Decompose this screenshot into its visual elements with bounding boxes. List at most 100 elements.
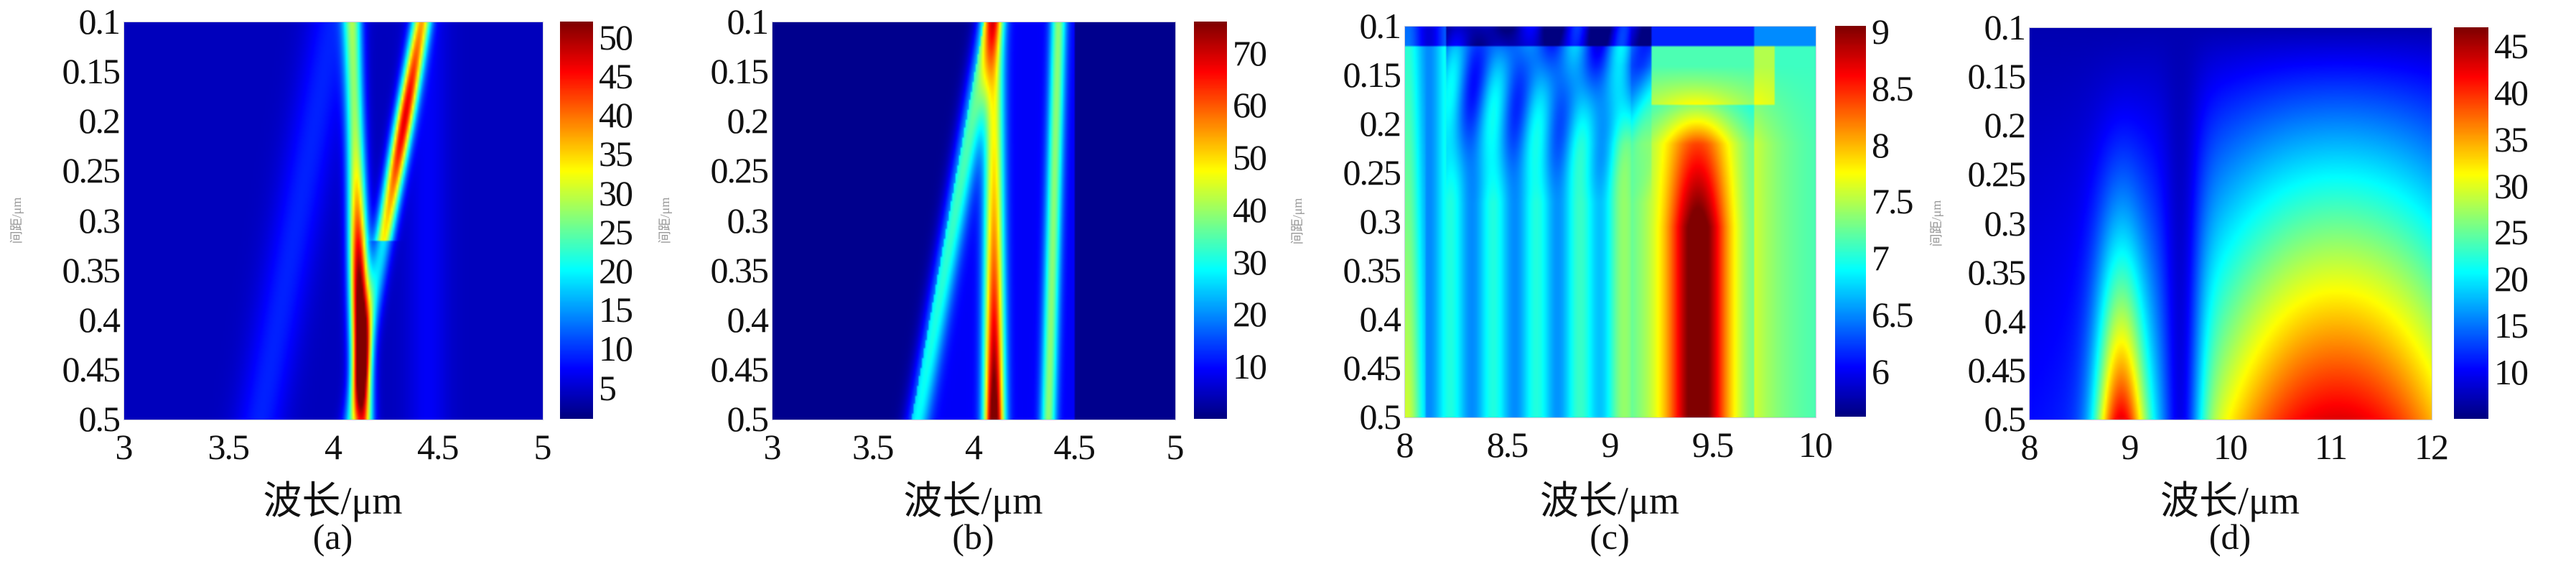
colorbar-tick-label: 7.5	[1872, 181, 1913, 222]
x-tick-label: 9	[1601, 425, 1620, 465]
colorbar-tick-label: 70	[1233, 32, 1267, 73]
y-tick-label: 0.4	[78, 299, 121, 340]
colorbar-tick-label: 50	[1233, 137, 1267, 178]
y-tick-label: 0.45	[710, 348, 769, 389]
y-tick-label: 0.2	[1359, 103, 1401, 144]
colorbar	[2454, 27, 2488, 419]
heatmap-image	[1405, 27, 1816, 417]
colorbar-tick-label: 10	[1233, 346, 1267, 387]
colorbar-tick-label: 9	[1872, 11, 1890, 52]
x-tick-label: 9	[2121, 427, 2139, 467]
x-tick-label: 3	[115, 427, 134, 467]
y-axis-label: 间距/μm	[1929, 200, 1943, 246]
x-tick-label: 11	[2314, 427, 2348, 467]
y-tick-label: 0.15	[710, 51, 769, 92]
colorbar-gradient	[2454, 27, 2488, 419]
x-tick-label: 5	[533, 427, 552, 467]
colorbar-gradient	[1194, 22, 1227, 419]
x-tick-label: 4.5	[417, 427, 459, 467]
panel-label: (c)	[1590, 517, 1630, 557]
y-tick-label: 0.45	[1967, 349, 2026, 390]
colorbar-tick-label: 7	[1872, 238, 1890, 279]
x-tick-label: 8	[1396, 425, 1414, 465]
colorbar-tick-label: 15	[2494, 305, 2529, 346]
heatmap-image	[124, 22, 543, 420]
x-axis-label: 波长/μm	[903, 479, 1043, 522]
colorbar-tick-label: 25	[2494, 212, 2529, 253]
y-tick-label: 0.1	[1359, 6, 1401, 46]
y-tick-label: 0.2	[1984, 105, 2026, 146]
colorbar-tick-label: 8.5	[1872, 68, 1913, 108]
y-tick-label: 0.25	[1967, 154, 2026, 195]
heatmap-plot-area	[123, 22, 543, 420]
colorbar-gradient	[1835, 26, 1866, 417]
y-tick-label: 0.25	[710, 150, 769, 191]
x-tick-label: 4	[325, 427, 342, 467]
x-tick-label: 4.5	[1053, 427, 1096, 467]
y-tick-label: 0.2	[727, 101, 769, 142]
colorbar-tick-label: 6.5	[1872, 295, 1913, 336]
y-tick-label: 0.4	[727, 299, 769, 340]
y-tick-label: 0.35	[1967, 251, 2026, 292]
y-tick-label: 0.15	[1343, 55, 1401, 95]
y-tick-label: 0.1	[78, 1, 121, 42]
panel-label: (b)	[952, 517, 994, 557]
x-tick-label: 3.5	[207, 427, 250, 467]
colorbar-tick-label: 40	[599, 95, 633, 136]
y-tick-label: 0.15	[62, 51, 121, 92]
x-axis-label: 波长/μm	[1540, 479, 1679, 522]
y-tick-label: 0.5	[1984, 399, 2026, 439]
y-tick-label: 0.3	[78, 200, 121, 241]
x-tick-label: 12	[2414, 427, 2449, 467]
y-tick-label: 0.3	[1984, 203, 2026, 244]
colorbar-gradient	[560, 22, 593, 419]
x-tick-label: 8	[2020, 427, 2039, 467]
y-tick-label: 0.4	[1359, 299, 1401, 339]
colorbar-tick-label: 10	[599, 328, 633, 369]
colorbar-tick-label: 40	[2494, 72, 2529, 113]
colorbar-tick-label: 25	[599, 211, 633, 252]
y-tick-label: 0.15	[1967, 56, 2026, 97]
x-tick-label: 8.5	[1486, 425, 1529, 465]
heatmap-image	[773, 22, 1175, 420]
heatmap-plot-area	[2029, 27, 2432, 420]
colorbar-tick-label: 10	[2494, 352, 2529, 393]
y-tick-label: 0.45	[62, 348, 121, 389]
x-tick-label: 3	[763, 427, 782, 467]
colorbar-tick-label: 5	[599, 367, 617, 408]
y-tick-label: 0.1	[727, 1, 769, 42]
colorbar-tick-label: 40	[1233, 189, 1267, 230]
panel-label: (a)	[312, 517, 353, 557]
colorbar-tick-label: 30	[599, 172, 633, 213]
colorbar-tick-label: 35	[2494, 119, 2529, 159]
y-tick-label: 0.4	[1984, 300, 2026, 341]
colorbar	[560, 22, 593, 419]
y-tick-label: 0.35	[710, 249, 769, 290]
x-tick-label: 9.5	[1691, 425, 1734, 465]
colorbar-tick-label: 60	[1233, 85, 1267, 126]
colorbar-tick-label: 30	[2494, 165, 2529, 206]
y-tick-label: 0.5	[727, 399, 769, 439]
y-tick-label: 0.45	[1343, 348, 1401, 388]
colorbar-tick-label: 20	[1233, 294, 1267, 335]
colorbar-tick-label: 30	[1233, 241, 1267, 282]
heatmap-plot-area	[1404, 26, 1816, 418]
y-tick-label: 0.2	[78, 101, 121, 142]
colorbar	[1835, 26, 1866, 417]
y-tick-label: 0.3	[1359, 201, 1401, 241]
colorbar-tick-label: 45	[2494, 25, 2529, 66]
x-tick-label: 10	[1798, 425, 1833, 465]
colorbar-tick-label: 20	[599, 250, 633, 291]
heatmap-plot-area	[772, 22, 1176, 420]
y-tick-label: 0.35	[62, 249, 121, 290]
x-tick-label: 4	[965, 427, 983, 467]
x-tick-label: 3.5	[852, 427, 894, 467]
colorbar-tick-label: 20	[2494, 259, 2529, 300]
y-tick-label: 0.5	[78, 399, 121, 439]
y-tick-label: 0.1	[1984, 7, 2026, 47]
colorbar-tick-label: 50	[599, 17, 633, 57]
colorbar-tick-label: 8	[1872, 124, 1890, 165]
